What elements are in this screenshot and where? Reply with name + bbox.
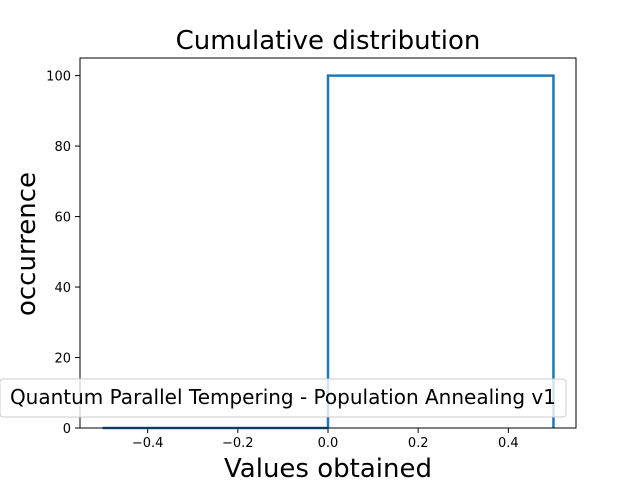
plot-frame	[79, 57, 577, 429]
x-tick-label: −0.4	[132, 436, 164, 451]
x-axis-label: Values obtained	[224, 454, 432, 480]
y-tick-label: 40	[54, 281, 71, 296]
x-tick-label: 0.2	[408, 436, 429, 451]
y-tick-label: 80	[54, 140, 71, 155]
x-tick-label: 0.4	[498, 436, 519, 451]
x-tick-label: −0.2	[222, 436, 254, 451]
y-axis-label: occurrence	[12, 172, 42, 316]
series-layer	[102, 74, 555, 430]
legend-box	[0, 378, 567, 418]
legend: Quantum Parallel Tempering - Population …	[0, 378, 567, 418]
chart-title: Cumulative distribution	[176, 26, 481, 56]
histogram-bin	[326, 74, 555, 428]
y-tick-label: 20	[54, 352, 71, 367]
y-tick-label: 60	[54, 211, 71, 226]
legend-entry: Quantum Parallel Tempering - Population …	[10, 385, 556, 409]
y-tick-label: 0	[63, 422, 71, 437]
axis-ticks: −0.4 −0.2 0.0 0.2 0.4 0 20 40 60 80 100	[46, 70, 519, 451]
x-tick-label: 0.0	[318, 436, 339, 451]
y-tick-label: 100	[46, 70, 71, 85]
